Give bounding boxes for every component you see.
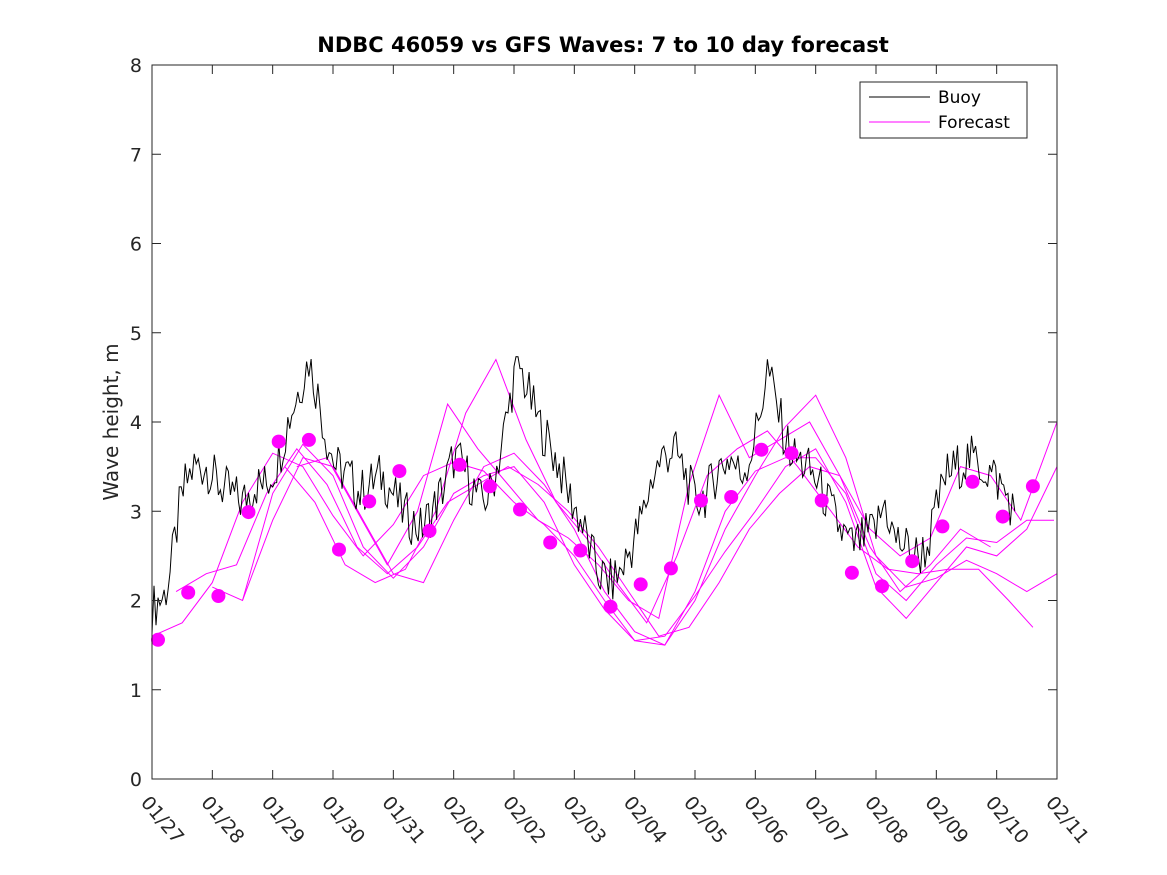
forecast-point	[694, 493, 708, 508]
forecast-point	[482, 479, 497, 494]
x-tick-label: 01/31	[377, 792, 429, 848]
forecast-point	[513, 502, 527, 517]
forecast-line-1	[151, 448, 1058, 642]
y-tick-label: 0	[130, 769, 142, 791]
x-tick-label: 01/29	[257, 792, 309, 848]
forecast-line-4	[242, 443, 1054, 646]
plot-area	[151, 356, 1058, 647]
forecast-line-6	[296, 393, 1058, 620]
x-tick-label: 02/07	[800, 792, 852, 848]
x-tick-label: 01/27	[136, 792, 188, 848]
y-tick-label: 4	[130, 412, 142, 434]
forecast-point	[935, 519, 950, 534]
x-tick-label: 02/02	[498, 792, 550, 848]
forecast-point	[754, 442, 769, 457]
forecast-point	[603, 599, 618, 614]
forecast-point	[844, 565, 859, 580]
x-tick-label: 02/04	[619, 792, 671, 848]
x-tick-label: 02/05	[679, 792, 731, 848]
forecast-point	[362, 494, 377, 509]
forecast-point	[724, 490, 739, 504]
forecast-point	[995, 509, 1010, 524]
legend-box	[859, 81, 1028, 139]
forecast-point	[633, 577, 648, 592]
x-tick-label: 01/28	[196, 792, 248, 848]
legend-buoy-label: Buoy	[938, 88, 981, 108]
forecast-point	[392, 464, 407, 479]
x-tick-label: 02/09	[920, 792, 972, 848]
forecast-point	[332, 542, 346, 557]
y-tick-label: 6	[130, 234, 142, 256]
forecast-point	[573, 543, 588, 558]
forecast-point	[905, 554, 920, 569]
forecast-point	[422, 523, 437, 538]
x-tick-label: 02/10	[981, 792, 1033, 848]
y-tick-label: 1	[130, 680, 142, 702]
x-tick-label: 02/03	[558, 792, 610, 848]
forecast-point	[241, 505, 256, 520]
y-tick-label: 2	[130, 591, 142, 613]
y-tick-label: 5	[130, 323, 142, 345]
forecast-point	[301, 432, 316, 447]
x-tick-label: 02/08	[860, 792, 912, 848]
buoy-line	[151, 356, 1016, 635]
x-tick-label: 02/11	[1041, 792, 1093, 848]
forecast-line-5	[284, 358, 1034, 628]
y-tick-label: 3	[130, 501, 142, 523]
chart-title: NDBC 46059 vs GFS Waves: 7 to 10 day for…	[317, 33, 888, 57]
forecast-point	[181, 585, 196, 600]
forecast-point	[875, 579, 889, 594]
legend: Buoy Forecast	[859, 81, 1028, 139]
y-tick-label: 7	[130, 144, 142, 166]
forecast-point	[211, 589, 226, 603]
forecast-point	[663, 561, 678, 576]
forecast-point	[814, 493, 829, 508]
forecast-point	[1025, 479, 1040, 494]
forecast-point	[271, 434, 286, 449]
forecast-line-2	[175, 447, 991, 637]
forecast-point	[784, 446, 799, 461]
legend-forecast-label: Forecast	[938, 113, 1010, 133]
x-tick-label: 02/06	[739, 792, 791, 848]
forecast-point	[151, 632, 165, 647]
y-axis-label: Wave height, m	[99, 343, 123, 500]
forecast-point	[543, 535, 558, 550]
y-tick-label: 8	[130, 55, 142, 77]
x-tick-label: 01/30	[317, 792, 369, 848]
forecast-point	[965, 474, 980, 489]
forecast-point	[452, 457, 467, 472]
x-tick-label: 02/01	[438, 792, 490, 848]
forecast-line-3	[212, 394, 1058, 646]
